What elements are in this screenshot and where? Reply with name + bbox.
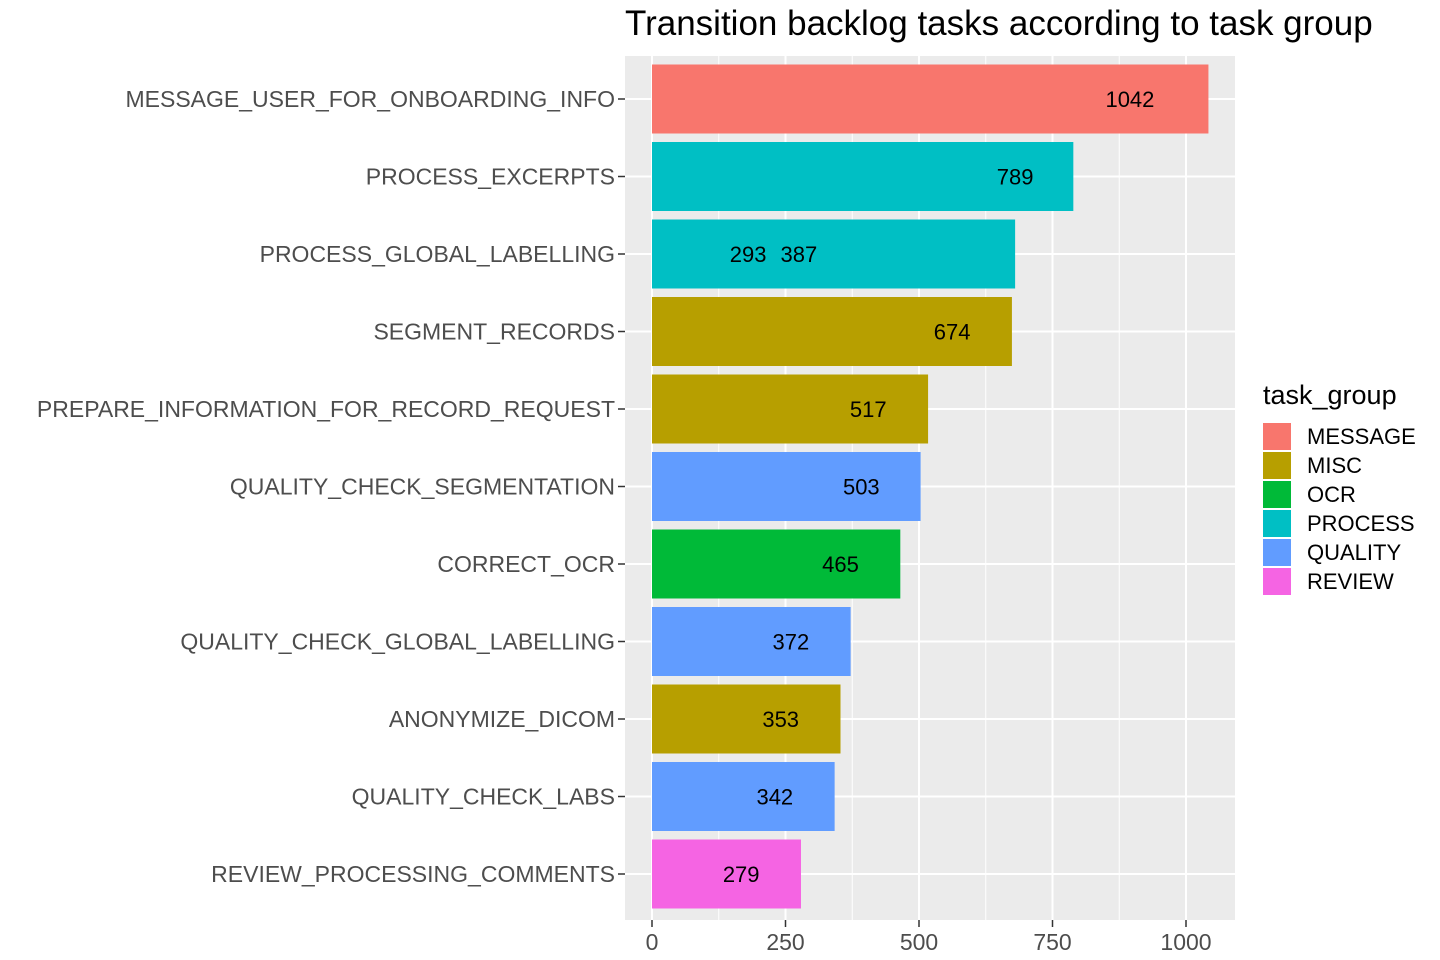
bar: [652, 839, 801, 909]
bar: [652, 529, 901, 599]
legend-label: OCR: [1307, 482, 1356, 507]
x-tick-label: 250: [766, 929, 804, 955]
bar: [652, 452, 921, 521]
legend-key: [1263, 510, 1291, 537]
data-label: 1042: [1105, 87, 1154, 112]
y-tick-label: QUALITY_CHECK_SEGMENTATION: [230, 474, 615, 500]
bar: [652, 374, 929, 444]
legend-key: [1263, 423, 1291, 450]
data-label: 789: [997, 165, 1034, 190]
bar: [652, 297, 1012, 366]
legend-key: [1263, 452, 1291, 479]
bar: [652, 607, 851, 676]
bar: [652, 684, 841, 754]
legend-label: REVIEW: [1307, 569, 1394, 594]
y-axis: MESSAGE_USER_FOR_ONBOARDING_INFO PROCESS_…: [37, 86, 625, 887]
y-tick-label: QUALITY_CHECK_LABS: [352, 784, 615, 810]
data-label: 387: [780, 242, 817, 267]
data-label: 674: [934, 320, 971, 345]
legend-title: task_group: [1263, 380, 1397, 410]
y-tick-label: QUALITY_CHECK_GLOBAL_LABELLING: [180, 629, 615, 655]
y-tick-label: PROCESS_GLOBAL_LABELLING: [260, 241, 615, 267]
data-label: 503: [843, 475, 880, 500]
legend: task_group MESSAGE MISC OCR PROCESS QUALITY R…: [1263, 380, 1416, 595]
y-tick-label: SEGMENT_RECORDS: [373, 319, 615, 345]
data-label: 372: [772, 630, 809, 655]
y-tick-label: MESSAGE_USER_FOR_ONBOARDING_INFO: [126, 86, 616, 112]
bars: [652, 64, 1209, 909]
bar: [652, 219, 1016, 289]
legend-label: MESSAGE: [1307, 424, 1416, 449]
x-tick-label: 500: [900, 929, 938, 955]
data-label: 279: [723, 862, 760, 887]
x-axis: 0 250 500 750 1000: [646, 920, 1212, 955]
legend-label: PROCESS: [1307, 511, 1415, 536]
data-label: 353: [762, 707, 799, 732]
chart-title: Transition backlog tasks according to ta…: [625, 4, 1373, 43]
bar: [652, 142, 1074, 211]
y-tick-label: PREPARE_INFORMATION_FOR_RECORD_REQUEST: [37, 396, 615, 422]
x-tick-label: 750: [1033, 929, 1071, 955]
bar: [652, 762, 835, 831]
data-label: 293: [730, 242, 767, 267]
legend-label: QUALITY: [1307, 540, 1401, 565]
data-label: 342: [756, 785, 793, 810]
x-tick-label: 1000: [1160, 929, 1211, 955]
x-tick-label: 0: [646, 929, 659, 955]
legend-label: MISC: [1307, 453, 1362, 478]
y-tick-label: REVIEW_PROCESSING_COMMENTS: [211, 861, 615, 887]
legend-key: [1263, 481, 1291, 508]
legend-key: [1263, 568, 1291, 595]
legend-key: [1263, 539, 1291, 566]
y-tick-label: CORRECT_OCR: [437, 551, 615, 577]
data-label: 517: [850, 397, 887, 422]
bar: [652, 64, 1209, 134]
data-label: 465: [822, 552, 859, 577]
data-labels: 1042 789 293 387 674 517 503 465 372 353 342 279: [723, 87, 1155, 887]
y-tick-label: ANONYMIZE_DICOM: [389, 706, 615, 732]
y-tick-label: PROCESS_EXCERPTS: [366, 164, 615, 190]
